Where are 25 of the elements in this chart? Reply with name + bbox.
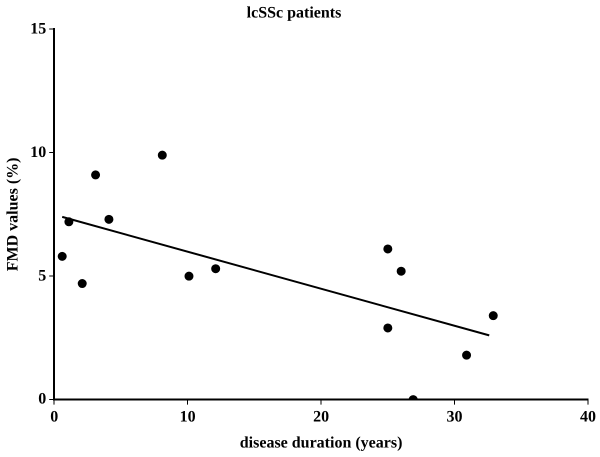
point <box>78 279 87 288</box>
point <box>488 311 498 320</box>
point <box>184 272 194 281</box>
chart-title: lcSSc patients <box>246 4 342 22</box>
point <box>64 217 74 226</box>
y-axis-title: FMD values (%) <box>4 158 22 272</box>
y-tick-label: 15 <box>30 20 46 38</box>
point <box>158 150 167 160</box>
y-tick-label: 5 <box>38 267 46 284</box>
x-tick-label: 40 <box>580 408 596 426</box>
x-tick-label: 0 <box>50 408 58 426</box>
point <box>383 323 392 332</box>
y-tick-label: 0 <box>38 390 46 408</box>
point <box>211 264 220 274</box>
point <box>462 350 472 360</box>
point <box>58 252 67 261</box>
point <box>91 170 100 180</box>
point <box>104 214 114 224</box>
point <box>396 266 406 276</box>
x-tick-label: 10 <box>180 408 196 426</box>
x-tick-label: 20 <box>313 408 330 426</box>
x-axis-title: disease duration (years) <box>240 434 402 452</box>
y-tick-label: 10 <box>30 144 46 161</box>
x-tick-label: 30 <box>446 408 463 426</box>
point <box>383 244 392 254</box>
